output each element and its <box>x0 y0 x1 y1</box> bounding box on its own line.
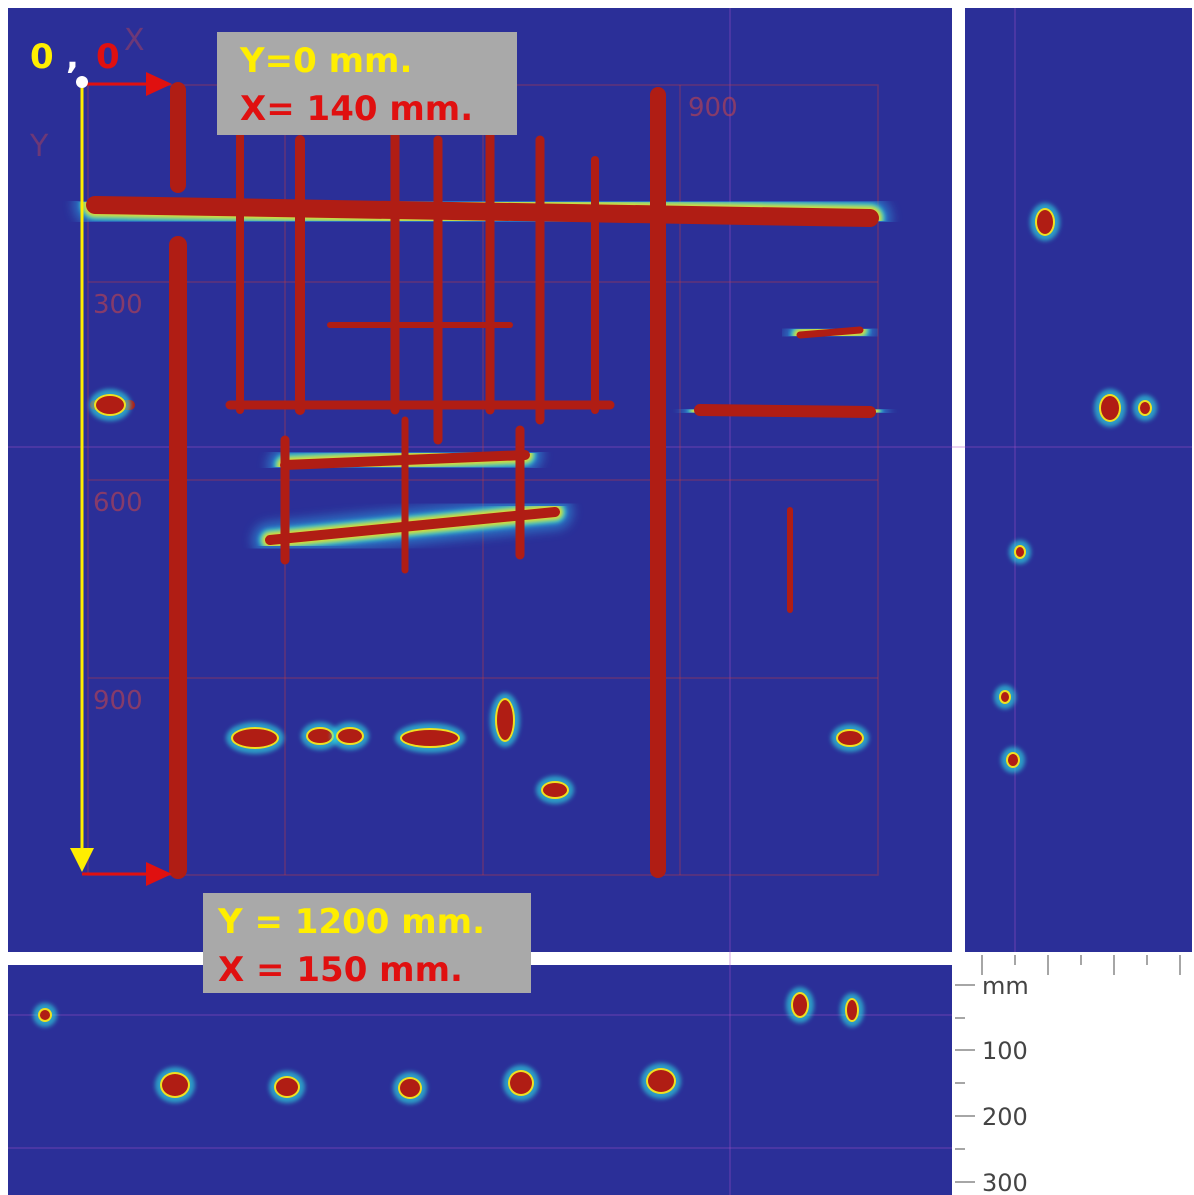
reflection <box>1001 747 1025 773</box>
reflection-core <box>96 396 124 414</box>
axis-hint: X <box>124 23 145 58</box>
reflection <box>536 776 574 804</box>
reflection <box>89 389 131 421</box>
grid-label: 900 <box>93 686 143 716</box>
reflection <box>155 1067 195 1103</box>
reflection-core <box>308 729 332 743</box>
reflection <box>840 993 864 1027</box>
axis-hint: Y <box>29 129 49 164</box>
top-y-label: Y=0 mm. <box>239 41 412 81</box>
rebar <box>800 330 860 335</box>
reflection-core <box>1016 547 1024 557</box>
reflection <box>1009 540 1031 564</box>
ruler-label: 200 <box>982 1103 1028 1131</box>
reflection-core <box>793 994 807 1016</box>
reflection <box>490 693 520 747</box>
rebar-stroke <box>700 410 870 412</box>
origin-x: 0 <box>96 37 120 77</box>
reflection-core <box>497 700 513 740</box>
grid-label: 900 <box>688 93 738 123</box>
origin-y: 0 <box>30 37 54 77</box>
ruler-label: 100 <box>982 1037 1028 1065</box>
reflection-core <box>1037 210 1053 234</box>
reflection-core <box>402 730 458 746</box>
reflection <box>641 1063 681 1099</box>
reflection-core <box>233 729 277 747</box>
reflection <box>395 723 465 753</box>
origin-dot <box>76 76 88 88</box>
reflection <box>831 724 869 752</box>
reflection <box>503 1065 539 1101</box>
reflection-core <box>847 1000 857 1020</box>
side-panel <box>965 8 1192 952</box>
reflection-core <box>1140 402 1150 414</box>
reflection <box>1133 395 1157 421</box>
ruler-label: 300 <box>982 1169 1028 1195</box>
reflection-core <box>1008 754 1018 766</box>
grid-label: 300 <box>93 290 143 320</box>
reflection <box>269 1071 305 1103</box>
reflection <box>1030 203 1060 241</box>
reflection-core <box>510 1072 532 1094</box>
reflection-core <box>400 1079 420 1097</box>
bottom-x-label: X = 150 mm. <box>218 950 463 990</box>
reflection <box>331 722 369 750</box>
rebar-stroke <box>800 330 860 335</box>
reflection-core <box>543 783 567 797</box>
reflection-core <box>162 1074 188 1096</box>
reflection-core <box>276 1078 298 1096</box>
reflection <box>786 987 814 1023</box>
ruler-unit: mm <box>982 972 1029 1000</box>
grid-label: 600 <box>93 488 143 518</box>
reflection-core <box>1001 692 1009 702</box>
reflection <box>226 722 284 754</box>
reflection-core <box>40 1010 50 1020</box>
reflection-core <box>1101 396 1119 420</box>
reflection <box>393 1072 427 1104</box>
reflection <box>994 685 1016 709</box>
reflection <box>33 1003 57 1027</box>
reflection-core <box>338 729 362 743</box>
reflection-core <box>648 1070 674 1092</box>
scan-view: 300 600 900 900 X Y 0 , 0 Y=0 mm. X= 140… <box>0 0 1194 1195</box>
rebar <box>700 410 870 412</box>
reflection <box>1094 389 1126 427</box>
bottom-y-label: Y = 1200 mm. <box>217 902 485 942</box>
reflection-core <box>838 731 862 745</box>
top-x-label: X= 140 mm. <box>240 89 473 129</box>
origin-separator: , <box>66 37 79 77</box>
page: {"origin": {"y": "0", "separator": ",", … <box>0 0 1194 1195</box>
